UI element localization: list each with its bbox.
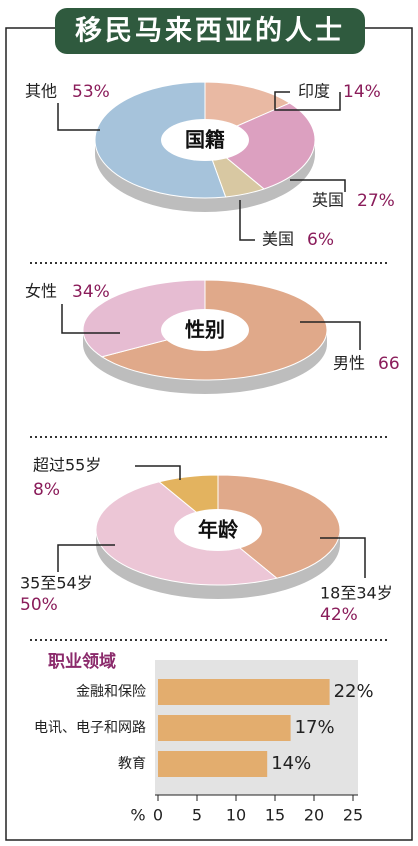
leader-line [239, 200, 255, 241]
x-tick-label: 20 [304, 806, 324, 825]
bar-chart-title: 职业领域 [48, 651, 116, 672]
pie-slice [94, 81, 227, 199]
slice-value: 34% [72, 282, 110, 302]
bar [158, 715, 291, 741]
x-tick-label: 5 [192, 806, 202, 825]
leader-line [274, 91, 341, 111]
pie-slice [204, 102, 316, 190]
pie-center-label: 国籍 [185, 128, 225, 152]
slice-value: 53% [72, 82, 110, 102]
slice-label: 英国 [312, 191, 344, 210]
pie-center-label: 年龄 [198, 518, 239, 542]
slice-value: 8% [33, 480, 60, 500]
slice-label: 女性 [25, 282, 57, 301]
bar-category: 电讯、电子和网路 [34, 720, 146, 736]
slice-label: 男性 [333, 354, 365, 373]
bar-value: 14% [271, 753, 311, 774]
slice-label: 35至54岁 [20, 574, 93, 593]
pie-hole [161, 119, 249, 161]
bar [158, 751, 268, 777]
x-axis-label: % [130, 806, 145, 825]
slice-value: 6% [307, 230, 334, 250]
leader-line [61, 304, 120, 334]
bar [158, 679, 330, 705]
slice-value: 42% [320, 605, 358, 625]
slice-value: 50% [20, 595, 58, 615]
pie-hole [174, 509, 262, 551]
slice-label: 其他 [25, 82, 57, 101]
slice-label: 美国 [262, 230, 294, 249]
bar-value: 22% [334, 681, 374, 702]
leader-line [300, 321, 361, 350]
x-tick-label: 10 [226, 806, 246, 825]
leader-line [57, 103, 100, 131]
slice-label: 18至34岁 [320, 584, 393, 603]
pie-center-label: 性别 [185, 318, 225, 342]
pie-slice [217, 474, 341, 579]
slice-value: 66 [378, 354, 400, 374]
bar-category: 金融和保险 [76, 684, 146, 700]
x-tick-label: 25 [343, 806, 363, 825]
slice-label: 印度 [298, 82, 330, 101]
x-tick-label: 15 [265, 806, 285, 825]
pie-hole [161, 309, 249, 351]
leader-line [57, 544, 115, 572]
slice-label: 超过55岁 [33, 456, 101, 475]
slice-value: 14% [343, 82, 381, 102]
title-banner [55, 8, 365, 54]
slice-value: 27% [357, 191, 395, 211]
bar-value: 17% [295, 717, 335, 738]
page-title: 移民马来西亚的人士 [75, 15, 345, 47]
leader-line [290, 179, 346, 192]
x-tick-label: 0 [153, 806, 163, 825]
bar-category: 教育 [118, 756, 146, 772]
leader-line [320, 537, 366, 578]
leader-line [135, 465, 181, 480]
